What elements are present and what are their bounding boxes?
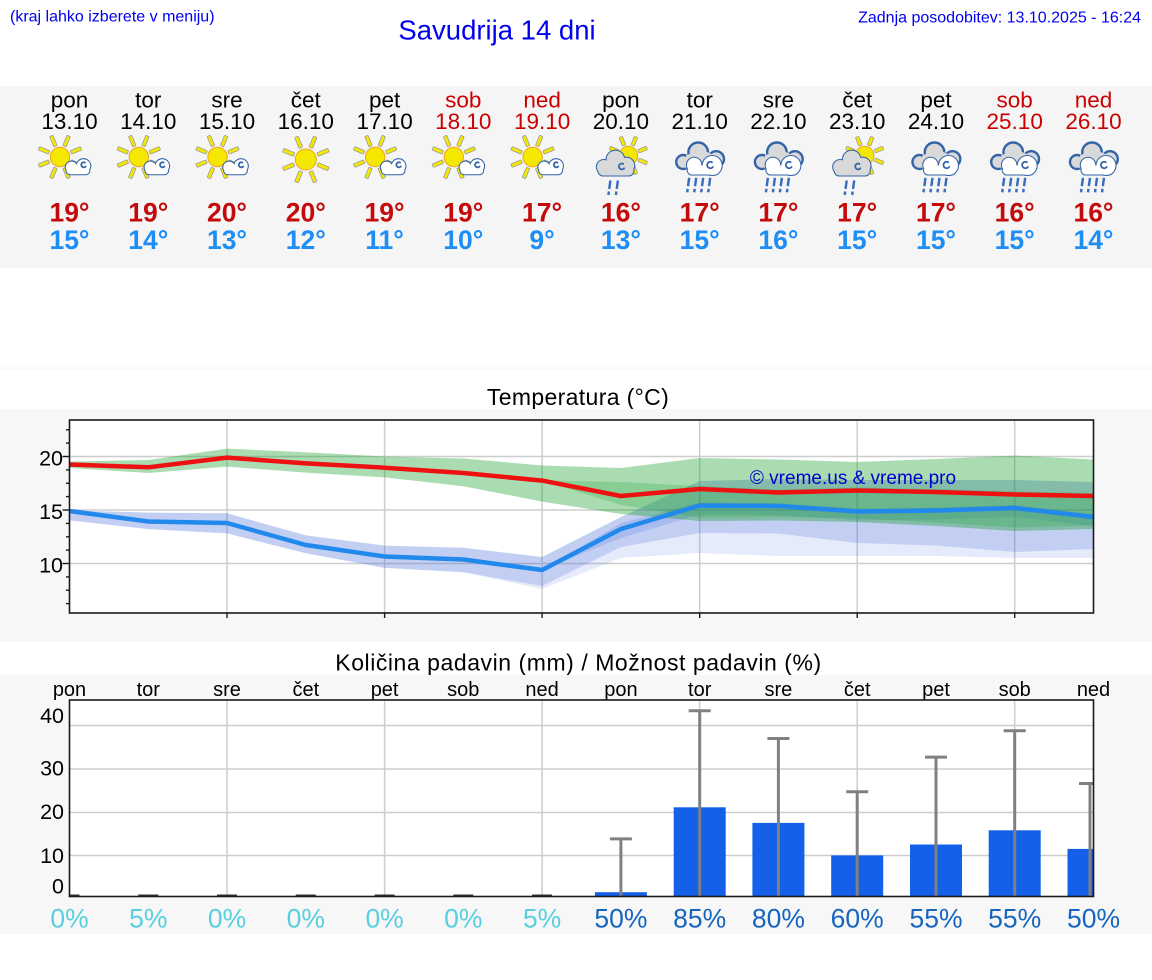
svg-text:17°: 17° [522, 198, 562, 228]
svg-text:15: 15 [39, 500, 63, 524]
svg-text:24.10: 24.10 [908, 109, 964, 134]
svg-text:sre: sre [213, 679, 241, 701]
svg-text:14°: 14° [1073, 225, 1113, 255]
svg-text:5%: 5% [129, 904, 167, 934]
svg-text:12°: 12° [286, 225, 326, 255]
svg-text:0%: 0% [208, 904, 246, 934]
svg-text:pet: pet [922, 679, 950, 701]
svg-text:sre: sre [763, 88, 794, 113]
svg-text:čet: čet [292, 679, 319, 701]
svg-text:20: 20 [39, 447, 63, 471]
svg-text:čet: čet [844, 679, 871, 701]
svg-text:15°: 15° [916, 225, 956, 255]
svg-text:sob: sob [445, 88, 481, 113]
svg-text:85%: 85% [673, 904, 726, 934]
svg-text:sre: sre [211, 88, 242, 113]
svg-text:20°: 20° [207, 198, 247, 228]
svg-text:14.10: 14.10 [120, 109, 176, 134]
svg-text:(kraj lahko izberete v meniju): (kraj lahko izberete v meniju) [10, 9, 215, 26]
svg-text:pon: pon [53, 679, 86, 701]
svg-text:Savudrija 14 dni: Savudrija 14 dni [398, 15, 595, 46]
svg-text:13.10: 13.10 [41, 109, 97, 134]
svg-text:15°: 15° [995, 225, 1035, 255]
svg-text:0%: 0% [444, 904, 482, 934]
svg-text:pon: pon [602, 88, 640, 113]
svg-text:čet: čet [842, 88, 873, 113]
svg-text:Temperatura (°C): Temperatura (°C) [487, 384, 669, 410]
svg-text:19°: 19° [128, 198, 168, 228]
svg-text:0: 0 [52, 874, 64, 898]
svg-text:16°: 16° [995, 198, 1035, 228]
svg-text:5%: 5% [523, 904, 561, 934]
svg-text:sob: sob [447, 679, 479, 701]
svg-text:pon: pon [604, 679, 637, 701]
svg-text:19°: 19° [49, 198, 89, 228]
svg-text:15°: 15° [680, 225, 720, 255]
svg-text:ned: ned [1077, 679, 1110, 701]
svg-text:40: 40 [40, 704, 64, 728]
svg-text:sob: sob [999, 679, 1031, 701]
svg-text:11°: 11° [365, 225, 404, 255]
svg-text:20: 20 [40, 800, 64, 824]
svg-text:16°: 16° [758, 225, 798, 255]
svg-text:tor: tor [688, 679, 712, 701]
svg-text:23.10: 23.10 [829, 109, 885, 134]
svg-text:30: 30 [40, 757, 64, 781]
svg-text:Količina padavin (mm) / Možnos: Količina padavin (mm) / Možnost padavin … [335, 650, 821, 676]
svg-text:10°: 10° [443, 225, 483, 255]
svg-text:50%: 50% [1067, 904, 1120, 934]
svg-text:pon: pon [51, 88, 89, 113]
svg-text:čet: čet [291, 88, 322, 113]
svg-text:16°: 16° [1073, 198, 1113, 228]
svg-text:21.10: 21.10 [672, 109, 728, 134]
svg-text:18.10: 18.10 [435, 109, 491, 134]
svg-text:19°: 19° [443, 198, 483, 228]
svg-text:17°: 17° [916, 198, 956, 228]
svg-text:9°: 9° [529, 225, 554, 255]
svg-text:50%: 50% [594, 904, 647, 934]
svg-text:10: 10 [40, 844, 64, 868]
svg-text:ned: ned [525, 679, 558, 701]
svg-text:pet: pet [369, 88, 401, 113]
svg-text:17°: 17° [837, 198, 877, 228]
svg-text:16°: 16° [601, 198, 641, 228]
svg-text:17°: 17° [680, 198, 720, 228]
svg-text:© vreme.us & vreme.pro: © vreme.us & vreme.pro [750, 468, 956, 489]
svg-text:pet: pet [920, 88, 952, 113]
svg-text:tor: tor [687, 88, 714, 113]
svg-text:15°: 15° [837, 225, 877, 255]
svg-text:ned: ned [1075, 88, 1113, 113]
svg-text:ned: ned [523, 88, 561, 113]
svg-text:0%: 0% [287, 904, 325, 934]
svg-text:20°: 20° [286, 198, 326, 228]
svg-text:sre: sre [765, 679, 793, 701]
svg-text:0%: 0% [50, 904, 88, 934]
svg-text:10: 10 [39, 554, 63, 578]
svg-text:16.10: 16.10 [278, 109, 334, 134]
svg-text:55%: 55% [909, 904, 962, 934]
svg-text:19.10: 19.10 [514, 109, 570, 134]
svg-text:17.10: 17.10 [356, 109, 412, 134]
svg-text:20.10: 20.10 [593, 109, 649, 134]
svg-text:tor: tor [137, 679, 161, 701]
svg-text:14°: 14° [128, 225, 168, 255]
svg-text:26.10: 26.10 [1065, 109, 1121, 134]
svg-text:80%: 80% [752, 904, 805, 934]
svg-text:13°: 13° [601, 225, 641, 255]
svg-text:19°: 19° [365, 198, 405, 228]
svg-text:tor: tor [135, 88, 162, 113]
svg-text:15.10: 15.10 [199, 109, 255, 134]
svg-text:55%: 55% [988, 904, 1041, 934]
svg-text:pet: pet [371, 679, 399, 701]
svg-text:25.10: 25.10 [987, 109, 1043, 134]
svg-text:15°: 15° [49, 225, 89, 255]
svg-text:60%: 60% [831, 904, 884, 934]
svg-text:17°: 17° [758, 198, 798, 228]
svg-text:sob: sob [997, 88, 1033, 113]
svg-text:0%: 0% [365, 904, 403, 934]
svg-text:Zadnja posodobitev: 13.10.2025: Zadnja posodobitev: 13.10.2025 - 16:24 [858, 10, 1141, 27]
svg-text:13°: 13° [207, 225, 247, 255]
svg-text:22.10: 22.10 [750, 109, 806, 134]
